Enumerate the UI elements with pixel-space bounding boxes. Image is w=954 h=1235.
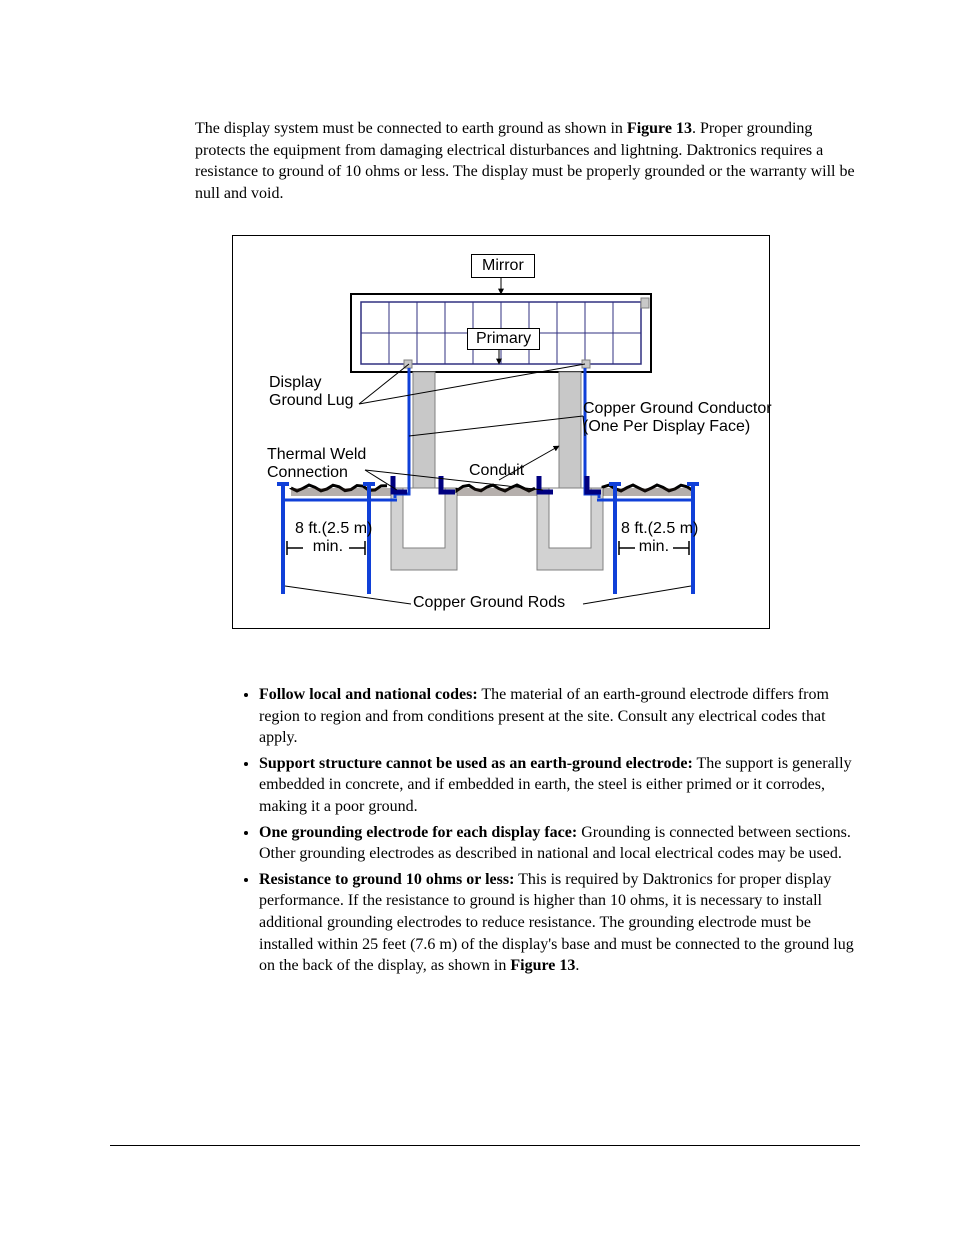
intro-text-a: The display system must be connected to … [195,120,627,137]
page: The display system must be connected to … [0,0,954,1235]
label-distance-right: 8 ft.(2.5 m) min. [621,520,698,557]
bullet-bold: Support structure cannot be used as an e… [259,755,693,772]
label-thermal-weld: Thermal Weld Connection [267,446,366,483]
label-display-ground-lug: Display Ground Lug [269,374,354,411]
label-primary: Primary [467,328,540,350]
label-conduit: Conduit [469,462,524,480]
list-item: One grounding electrode for each display… [259,822,855,865]
bullet-figure-ref: Figure 13 [510,957,575,974]
bullet-bold: Resistance to ground 10 ohms or less: [259,871,514,888]
label-copper-conductor: Copper Ground Conductor (One Per Display… [583,400,772,437]
intro-figure-ref: Figure 13 [627,120,692,137]
bullet-list: Follow local and national codes: The mat… [235,684,855,977]
label-ground-rods: Copper Ground Rods [413,594,565,612]
label-distance-left: 8 ft.(2.5 m) min. [295,520,372,557]
intro-paragraph: The display system must be connected to … [195,118,855,204]
list-item: Resistance to ground 10 ohms or less: Th… [259,869,855,977]
bullet-bold: Follow local and national codes: [259,686,478,703]
label-mirror: Mirror [471,254,535,278]
bullet-section: Follow local and national codes: The mat… [235,684,855,981]
list-item: Support structure cannot be used as an e… [259,753,855,818]
bullet-bold: One grounding electrode for each display… [259,824,577,841]
grounding-diagram: Mirror Primary Display Ground Lug Copper… [232,235,770,629]
bullet-text-tail: . [575,957,579,974]
footer-rule [110,1145,860,1146]
list-item: Follow local and national codes: The mat… [259,684,855,749]
